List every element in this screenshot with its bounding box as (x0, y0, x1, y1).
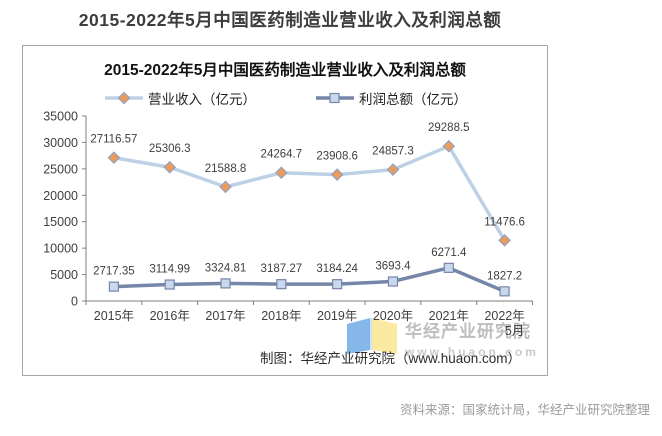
svg-text:20000: 20000 (43, 189, 78, 203)
source-note: 资料来源：国家统计局，华经产业研究院整理 (399, 403, 650, 417)
chart-plot: 0 5000 10000 15000 20000 25000 30000 35000 2015年… (43, 111, 533, 338)
svg-text:0: 0 (71, 295, 78, 309)
svg-text:2016年: 2016年 (150, 309, 190, 323)
profit-line-marker-icon (316, 92, 354, 104)
svg-text:29288.5: 29288.5 (428, 122, 470, 134)
svg-text:10000: 10000 (43, 242, 78, 256)
legend-item-profit: 利润总额（亿元） (314, 88, 467, 108)
svg-text:3187.27: 3187.27 (261, 263, 303, 275)
svg-text:2015年: 2015年 (94, 309, 134, 323)
svg-text:15000: 15000 (43, 215, 78, 229)
watermark-url: www.huaon.com (405, 345, 539, 359)
svg-text:23908.6: 23908.6 (316, 151, 358, 163)
svg-text:35000: 35000 (43, 111, 78, 124)
svg-text:2017年: 2017年 (205, 309, 245, 323)
svg-text:2022年: 2022年 (484, 309, 524, 323)
legend-item-revenue: 营业收入（亿元） (103, 88, 256, 108)
svg-text:27116.57: 27116.57 (90, 134, 137, 146)
svg-text:24857.3: 24857.3 (372, 146, 414, 158)
svg-text:1827.2: 1827.2 (487, 270, 522, 282)
svg-text:2717.35: 2717.35 (93, 266, 135, 278)
chart-frame: 2015-2022年5月中国医药制造业营业收入及利润总额 营业收入（亿元） 利润… (22, 45, 548, 376)
chart-credit: 制图：华经产业研究院（www.huaon.com） (260, 351, 522, 366)
svg-text:5月: 5月 (505, 324, 524, 338)
open-book-icon (347, 318, 397, 354)
svg-text:21588.8: 21588.8 (205, 163, 247, 175)
svg-text:2018年: 2018年 (261, 309, 301, 323)
svg-text:25306.3: 25306.3 (149, 143, 191, 155)
svg-text:2020年: 2020年 (373, 309, 413, 323)
svg-text:3693.4: 3693.4 (375, 260, 411, 272)
svg-text:25000: 25000 (43, 162, 78, 176)
svg-text:11476.6: 11476.6 (484, 216, 525, 228)
svg-text:3184.24: 3184.24 (316, 263, 358, 275)
svg-text:6271.4: 6271.4 (431, 247, 467, 259)
legend-label-profit: 利润总额（亿元） (359, 92, 467, 107)
page-title: 2015-2022年5月中国医药制造业营业收入及利润总额 (78, 10, 502, 30)
legend-label-revenue: 营业收入（亿元） (148, 92, 256, 107)
svg-text:3324.81: 3324.81 (205, 262, 247, 274)
svg-text:2021年: 2021年 (429, 309, 469, 323)
watermark-name: 华经产业研究院 (405, 322, 531, 341)
svg-text:2019年: 2019年 (317, 309, 357, 323)
chart-title: 2015-2022年5月中国医药制造业营业收入及利润总额 (104, 62, 466, 79)
svg-text:24264.7: 24264.7 (261, 149, 303, 161)
watermark: 华经产业研究院 www.huaon.com (345, 317, 539, 359)
svg-text:30000: 30000 (43, 136, 78, 150)
svg-text:5000: 5000 (50, 268, 78, 282)
revenue-line-marker-icon (105, 91, 143, 105)
watermark-text: 华经产业研究院 www.huaon.com (405, 317, 539, 359)
svg-text:3114.99: 3114.99 (149, 264, 190, 276)
chart-legend: 营业收入（亿元） 利润总额（亿元） (23, 88, 547, 108)
